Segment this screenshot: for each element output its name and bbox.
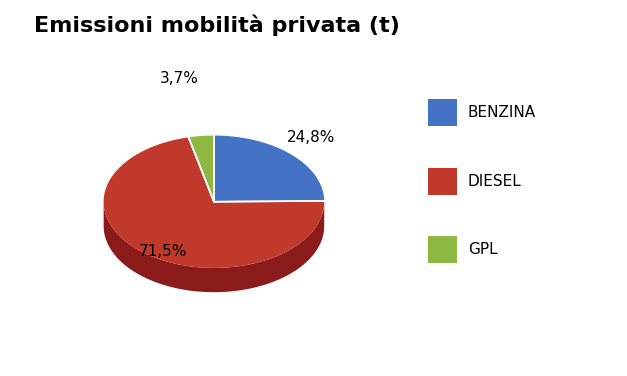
Polygon shape xyxy=(103,137,324,268)
FancyBboxPatch shape xyxy=(428,99,457,126)
FancyBboxPatch shape xyxy=(428,236,457,263)
Text: 71,5%: 71,5% xyxy=(139,244,187,259)
FancyBboxPatch shape xyxy=(428,168,457,195)
Text: 24,8%: 24,8% xyxy=(287,130,335,145)
Polygon shape xyxy=(189,136,214,202)
Text: DIESEL: DIESEL xyxy=(468,174,522,189)
Text: Emissioni mobilità privata (t): Emissioni mobilità privata (t) xyxy=(34,14,399,36)
Text: 3,7%: 3,7% xyxy=(159,71,198,86)
Polygon shape xyxy=(214,136,324,202)
Text: GPL: GPL xyxy=(468,242,497,257)
Text: BENZINA: BENZINA xyxy=(468,105,536,120)
Polygon shape xyxy=(103,202,324,292)
